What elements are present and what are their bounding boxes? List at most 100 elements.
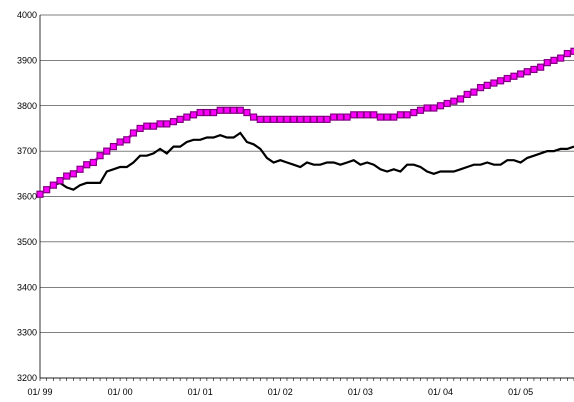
- y-tick-label: 3600: [17, 192, 37, 202]
- series-2-point: [203, 108, 211, 117]
- series-2-point: [196, 108, 204, 117]
- series-2-point: [390, 113, 398, 121]
- series-2-point: [216, 106, 224, 114]
- series-2-point: [290, 115, 298, 123]
- series-2-point: [490, 79, 498, 87]
- y-tick-label: 3500: [17, 237, 37, 247]
- series-2-point: [49, 181, 57, 189]
- series-2-point: [310, 115, 318, 123]
- series-2-point: [169, 118, 178, 126]
- y-tick-label: 3300: [17, 328, 37, 338]
- series-2-point: [116, 138, 124, 146]
- series-2-point: [563, 49, 571, 58]
- series-2-point: [176, 115, 184, 123]
- series-2-point: [330, 113, 338, 121]
- series-2-point: [516, 70, 525, 78]
- series-2-point: [129, 129, 138, 137]
- series-2-point: [463, 90, 471, 99]
- series-2-point: [156, 120, 164, 128]
- y-tick-label: 4000: [17, 10, 37, 20]
- series-2-point: [123, 136, 131, 144]
- series-2-point: [36, 190, 44, 198]
- x-tick-label: 01/ 02: [268, 387, 293, 397]
- series-2-point: [323, 115, 331, 123]
- x-tick-label: 01/ 99: [27, 387, 52, 397]
- series-2-point: [503, 74, 511, 83]
- series-2-point: [423, 104, 431, 112]
- series-2-point: [263, 115, 271, 123]
- series-2-point: [89, 158, 98, 167]
- series-2-point: [523, 68, 531, 76]
- series-2-point: [483, 81, 491, 89]
- series-2-point: [356, 111, 364, 119]
- series-2-point: [416, 106, 425, 114]
- series-2-point: [316, 115, 324, 123]
- series-2-point: [229, 106, 238, 114]
- series-2-point: [63, 172, 71, 180]
- series-2-point: [476, 83, 485, 92]
- series-2-point: [510, 72, 518, 80]
- series-2-point: [450, 97, 458, 105]
- series-2-point: [103, 147, 111, 155]
- x-tick-label: 01/ 03: [348, 387, 373, 397]
- series-2-point: [336, 113, 344, 121]
- series-2-point: [43, 186, 51, 194]
- y-tick-label: 3400: [17, 282, 37, 292]
- series-2-point: [183, 113, 191, 121]
- series-2-point: [530, 65, 538, 74]
- series-2-point: [383, 113, 391, 121]
- series-2-point: [149, 122, 158, 130]
- series-2-point: [396, 111, 405, 119]
- series-2-point: [76, 165, 84, 173]
- series-2-point: [256, 115, 264, 123]
- series-2-point: [250, 113, 258, 121]
- series-2-point: [96, 152, 104, 160]
- series-2-point: [370, 111, 378, 119]
- series-2-point: [343, 113, 351, 121]
- series-2-point: [69, 170, 77, 178]
- series-2-point: [163, 120, 171, 128]
- series-2-point: [56, 177, 64, 185]
- series-2-point: [83, 161, 91, 169]
- y-tick-label: 3900: [17, 55, 37, 65]
- series-2-point: [270, 115, 278, 123]
- series-2-point: [223, 106, 231, 114]
- y-tick-label: 3200: [17, 373, 37, 383]
- series-line-1: [39, 131, 574, 196]
- series-2-point: [350, 111, 358, 119]
- series-2-point: [283, 115, 291, 123]
- series-2-point: [436, 102, 445, 110]
- series-2-point: [109, 142, 118, 151]
- series-2-point: [443, 99, 451, 108]
- series-2-point: [537, 63, 545, 71]
- x-tick-label: 01/ 05: [508, 387, 533, 397]
- series-2-point: [276, 115, 284, 123]
- y-tick-label: 3800: [17, 101, 37, 111]
- series-2-point: [403, 111, 411, 119]
- series-2-point: [570, 47, 574, 55]
- series-2-point: [456, 95, 465, 103]
- series-2-point: [136, 124, 144, 133]
- series-2-point: [550, 56, 558, 64]
- series-2-point: [143, 122, 151, 130]
- series-2-point: [496, 77, 505, 85]
- series-2-point: [470, 88, 478, 96]
- series-2-point: [303, 115, 311, 123]
- x-tick-label: 01/ 01: [188, 387, 213, 397]
- series-2-point: [236, 106, 244, 114]
- y-tick-label: 3700: [17, 146, 37, 156]
- series-2-point: [189, 111, 198, 119]
- series-2-point: [296, 115, 304, 123]
- series-2-point: [376, 113, 385, 121]
- series-2-point: [557, 54, 565, 62]
- series-2-point: [243, 108, 251, 117]
- series-2-point: [543, 59, 551, 67]
- x-tick-label: 01/ 04: [428, 387, 453, 397]
- series-2-point: [430, 104, 438, 112]
- series-2-point: [410, 108, 418, 117]
- x-tick-label: 01/ 00: [108, 387, 133, 397]
- series-2-point: [363, 111, 371, 119]
- series-2-point: [209, 108, 218, 117]
